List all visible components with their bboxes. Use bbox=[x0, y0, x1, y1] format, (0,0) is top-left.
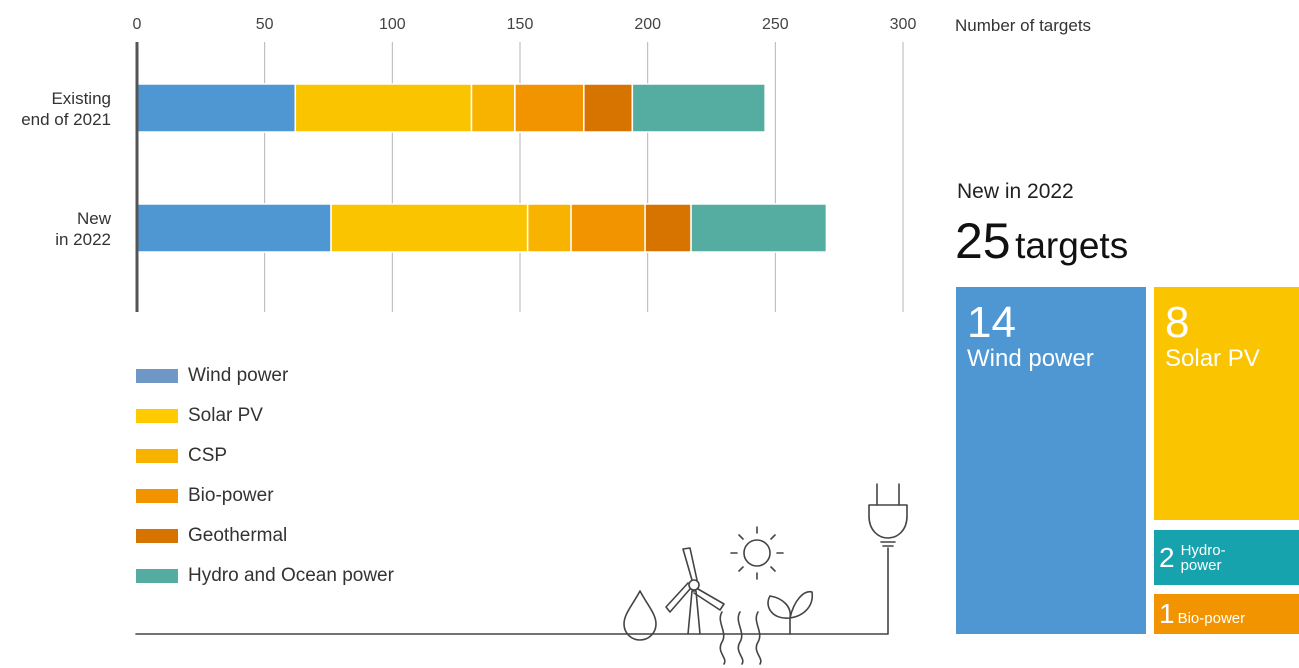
legend-label: Geothermal bbox=[188, 525, 288, 546]
bar-segment bbox=[644, 203, 692, 253]
legend-swatch bbox=[136, 489, 178, 503]
bar-segment bbox=[631, 83, 766, 133]
category-label: New in 2022 bbox=[55, 209, 111, 249]
sun-icon bbox=[730, 526, 784, 580]
summary-subtitle: New in 2022 bbox=[957, 180, 1074, 203]
tile-value: 14 bbox=[967, 298, 1016, 347]
bar-segment bbox=[136, 83, 297, 133]
bar-segment bbox=[514, 83, 585, 133]
tile-bio-power: 1 Bio-power bbox=[1154, 594, 1299, 634]
summary-total-number: 25 bbox=[955, 213, 1011, 269]
x-tick-label: 300 bbox=[890, 16, 917, 33]
tile-label: Solar PV bbox=[1165, 345, 1260, 372]
category-labels: Existing end of 2021 New in 2022 bbox=[21, 89, 112, 249]
bar-segment bbox=[570, 203, 646, 253]
ground-line bbox=[135, 547, 889, 635]
bar-segment bbox=[136, 203, 332, 253]
bar-segment bbox=[330, 203, 529, 253]
x-tick-label: 200 bbox=[634, 16, 661, 33]
tile-value: 2 bbox=[1159, 541, 1175, 573]
legend-item: CSP bbox=[136, 436, 394, 476]
tile-solar-pv: 8 Solar PV bbox=[1154, 287, 1299, 520]
bar-segment bbox=[690, 203, 828, 253]
category-label: Existing end of 2021 bbox=[21, 89, 111, 129]
legend-swatch bbox=[136, 529, 178, 543]
tile-value: 1 bbox=[1159, 598, 1175, 629]
summary-total: 25 targets bbox=[955, 212, 1128, 270]
x-tick-label: 50 bbox=[256, 16, 274, 33]
legend-item: Bio-power bbox=[136, 476, 394, 516]
legend-swatch bbox=[136, 409, 178, 423]
legend-item: Hydro and Ocean power bbox=[136, 556, 394, 596]
legend-swatch bbox=[136, 449, 178, 463]
wind-turbine-icon bbox=[665, 547, 725, 635]
x-tick-label: 250 bbox=[762, 16, 789, 33]
tile-wind-power: 14 Wind power bbox=[956, 287, 1146, 634]
x-tick-label: 0 bbox=[133, 16, 142, 33]
geothermal-heat-icon bbox=[719, 611, 762, 665]
tile-value: 8 bbox=[1165, 298, 1190, 347]
energy-illustration bbox=[135, 483, 908, 665]
water-drop-icon bbox=[623, 590, 657, 641]
legend-item: Solar PV bbox=[136, 396, 394, 436]
legend-item: Wind power bbox=[136, 356, 394, 396]
legend-label: Solar PV bbox=[188, 405, 263, 426]
x-tick-label: 150 bbox=[507, 16, 534, 33]
tile-hydro-power: 2 Hydro- power bbox=[1154, 530, 1299, 585]
tile-label: Hydro- power bbox=[1180, 541, 1226, 574]
legend-label: Wind power bbox=[188, 365, 289, 386]
bar-segment bbox=[526, 203, 572, 253]
chart-bars bbox=[136, 83, 828, 253]
x-axis-ticks: 0 50 100 150 200 250 300 bbox=[133, 16, 917, 33]
legend-swatch bbox=[136, 369, 178, 383]
bar-segment bbox=[583, 83, 634, 133]
legend-swatch bbox=[136, 569, 178, 583]
stacked-bar-chart: 0 50 100 150 200 250 300 Existing end of 2021 Ne… bbox=[21, 16, 917, 312]
x-tick-label: 100 bbox=[379, 16, 406, 33]
tile-label: Wind power bbox=[967, 345, 1094, 372]
chart-legend: Wind power Solar PV CSP Bio-power Geothermal… bbox=[136, 356, 394, 596]
leaf-icon bbox=[767, 591, 814, 635]
legend-label: Bio-power bbox=[188, 485, 274, 506]
legend-item: Geothermal bbox=[136, 516, 394, 556]
legend-label: CSP bbox=[188, 445, 228, 466]
summary-total-unit: targets bbox=[1015, 225, 1129, 266]
legend-label: Hydro and Ocean power bbox=[188, 565, 394, 586]
tile-label: Bio-power bbox=[1177, 609, 1246, 627]
power-plug-icon bbox=[868, 483, 908, 547]
x-axis-label: Number of targets bbox=[955, 16, 1092, 35]
